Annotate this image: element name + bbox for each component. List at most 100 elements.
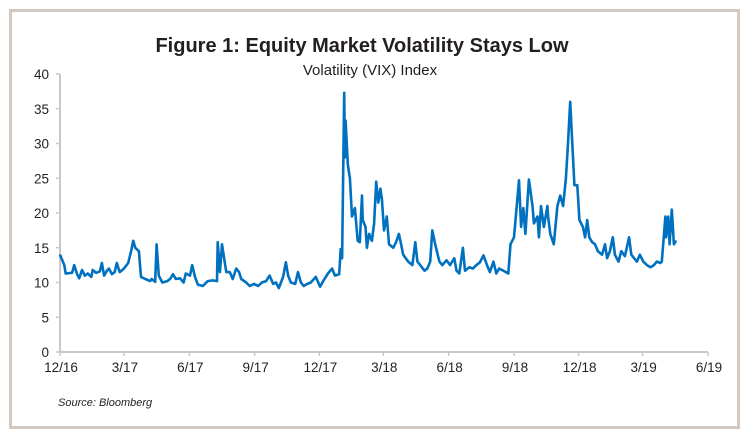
vix-data-point — [331, 268, 333, 270]
vix-data-point — [609, 250, 611, 252]
vix-data-point — [468, 266, 470, 268]
vix-data-point — [536, 215, 539, 218]
vix-data-point — [219, 271, 221, 273]
vix-data-point — [116, 262, 118, 264]
vix-data-point — [108, 268, 110, 270]
vix-data-point — [161, 281, 163, 284]
vix-data-point — [594, 243, 596, 245]
vix-data-point — [671, 208, 673, 211]
vix-data-point — [482, 254, 485, 256]
vix-data-point — [297, 271, 299, 273]
vix-data-point — [486, 264, 488, 266]
vix-data-point — [586, 219, 588, 221]
vix-data-point — [223, 257, 225, 259]
vix-data-point — [649, 266, 652, 268]
vix-data-point — [498, 268, 500, 270]
vix-data-point — [217, 241, 219, 243]
vix-data-point — [368, 233, 370, 235]
vix-data-point — [183, 281, 185, 284]
vix-data-point — [306, 283, 308, 285]
vix-data-point — [431, 229, 433, 231]
vix-data-point — [300, 281, 302, 284]
y-tick-label: 15 — [34, 241, 49, 256]
vix-data-point — [502, 270, 504, 272]
vix-data-point — [71, 272, 73, 274]
vix-data-point — [492, 261, 495, 263]
x-tick-label: 6/19 — [696, 360, 722, 375]
vix-data-point — [345, 119, 347, 122]
vix-data-point — [434, 243, 436, 245]
vix-data-point — [338, 273, 340, 275]
vix-data-point — [489, 271, 491, 273]
vix-data-point — [665, 236, 667, 238]
vix-data-point — [275, 281, 277, 284]
vix-data-point — [381, 198, 383, 200]
vix-data-point — [362, 219, 364, 221]
vix-data-point — [87, 272, 89, 275]
vix-data-point — [416, 261, 418, 263]
y-tick-label: 5 — [41, 310, 49, 325]
vix-data-point — [229, 271, 231, 273]
series-layer — [58, 91, 678, 290]
vix-data-point — [588, 236, 590, 238]
vix-data-point — [272, 283, 274, 285]
vix-data-point — [261, 281, 263, 284]
axes: 0 5 10 15 20 25 30 35 40 12/16 3/17 6/17 9/17 12/17 3/… — [34, 67, 722, 375]
vix-data-point — [290, 281, 292, 284]
vix-data-point — [449, 264, 451, 266]
vix-data-point — [364, 226, 367, 228]
vix-data-point — [191, 264, 193, 266]
vix-data-point — [653, 264, 655, 266]
vix-data-point — [664, 215, 666, 218]
vix-data-point — [189, 274, 191, 277]
y-tick-label: 20 — [34, 206, 49, 221]
vix-data-point — [656, 261, 658, 263]
vix-data-point — [455, 270, 458, 272]
vix-data-point — [207, 280, 209, 282]
vix-data-point — [591, 241, 593, 243]
vix-data-point — [445, 259, 448, 261]
vix-data-point — [464, 270, 466, 272]
x-tick-label: 3/17 — [112, 360, 138, 375]
vix-data-point — [282, 276, 284, 278]
vix-data-point — [606, 257, 608, 259]
vix-data-point — [303, 285, 305, 287]
vix-data-point — [59, 254, 61, 256]
x-tick-label: 9/18 — [502, 360, 528, 375]
chart-title: Figure 1: Equity Market Volatility Stays… — [155, 35, 568, 57]
vix-data-point — [253, 283, 255, 285]
vix-data-point — [386, 215, 388, 218]
vix-data-point — [620, 250, 622, 252]
vix-data-point — [194, 276, 196, 278]
vix-data-point — [398, 233, 400, 235]
vix-data-point — [340, 248, 342, 250]
vix-data-point — [458, 272, 460, 275]
vix-data-point — [344, 156, 346, 158]
source-note: Source: Bloomberg — [58, 397, 153, 409]
vix-series-line — [58, 91, 678, 290]
vix-data-point — [524, 233, 526, 235]
vix-data-point — [423, 270, 426, 272]
vix-data-point — [571, 142, 573, 145]
vix-data-point — [175, 278, 177, 280]
vix-data-point — [92, 269, 94, 271]
vix-data-point — [63, 264, 65, 266]
vix-data-point — [375, 181, 377, 183]
vix-data-point — [151, 278, 153, 280]
vix-data-point — [553, 243, 555, 245]
vix-data-point — [419, 264, 421, 266]
vix-data-point — [319, 286, 321, 288]
vix-data-point — [495, 272, 497, 275]
vix-data-point — [138, 250, 140, 252]
x-tick-label: 12/17 — [303, 360, 337, 375]
vix-data-point — [132, 240, 134, 242]
vix-data-point — [472, 268, 474, 270]
vix-data-point — [582, 226, 584, 228]
vix-data-point — [265, 280, 267, 282]
vix-data-point — [518, 179, 520, 181]
vix-data-point — [675, 240, 677, 242]
vix-data-point — [225, 271, 227, 273]
vix-data-point — [278, 287, 280, 289]
vix-data-point — [287, 274, 289, 277]
vix-data-point — [584, 236, 586, 238]
